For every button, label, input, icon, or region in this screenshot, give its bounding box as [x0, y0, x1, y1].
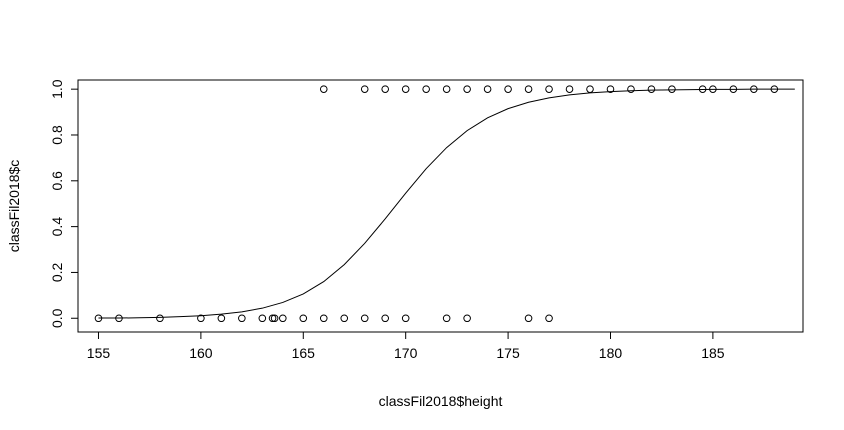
x-tick-label: 185	[701, 345, 725, 361]
data-points-layer	[94, 85, 779, 323]
x-tick-label: 180	[599, 345, 623, 361]
x-tick-label: 165	[292, 345, 316, 361]
data-point	[422, 85, 430, 93]
data-point	[156, 314, 164, 323]
x-tick-label: 170	[394, 345, 418, 361]
data-point	[524, 85, 533, 93]
data-point	[381, 314, 390, 323]
data-point	[238, 314, 246, 323]
x-tick-label: 175	[496, 345, 520, 361]
y-tick-label: 1.0	[49, 79, 65, 99]
data-point	[770, 85, 779, 93]
y-tick-label: 0.2	[49, 262, 65, 282]
data-point	[463, 314, 471, 323]
data-point	[279, 314, 287, 323]
y-tick-label: 0.0	[49, 308, 65, 328]
data-point	[115, 314, 123, 323]
x-axis: 155 160 165 170 175 180 185	[87, 331, 725, 361]
x-tick-label: 160	[189, 345, 213, 361]
data-point	[647, 85, 656, 93]
data-point	[360, 85, 369, 93]
data-point	[565, 85, 574, 93]
data-point	[729, 85, 738, 93]
data-point	[586, 85, 594, 93]
data-point	[545, 314, 553, 323]
data-point	[750, 85, 758, 93]
y-tick-label: 0.4	[49, 217, 65, 237]
data-point	[483, 85, 492, 93]
data-point	[698, 85, 707, 93]
fitted-curve-layer	[98, 88, 795, 319]
data-point	[268, 314, 277, 323]
data-point	[401, 85, 410, 93]
data-point	[299, 314, 308, 323]
data-point	[381, 85, 390, 93]
y-tick-label: 0.8	[49, 125, 65, 145]
data-point	[319, 314, 328, 323]
x-axis-title: classFil2018$height	[379, 393, 503, 409]
data-point	[442, 85, 451, 93]
fitted-curve	[98, 88, 795, 319]
data-point	[401, 314, 410, 323]
data-point	[504, 85, 512, 93]
data-point	[340, 314, 349, 323]
data-point	[270, 314, 279, 323]
data-point	[606, 85, 615, 93]
data-point	[627, 85, 635, 93]
data-point	[668, 85, 676, 93]
data-point	[545, 85, 553, 93]
data-point	[319, 85, 328, 93]
y-tick-label: 0.6	[49, 171, 65, 191]
y-axis: 0.0 0.2 0.4 0.6 0.8 1.0	[49, 79, 79, 328]
data-point	[709, 85, 717, 93]
data-point	[217, 314, 226, 323]
y-axis-title: classFil2018$c	[6, 160, 22, 253]
x-tick-label: 155	[87, 345, 111, 361]
data-point	[197, 314, 205, 323]
plot-box	[77, 79, 804, 333]
data-point	[94, 314, 103, 323]
data-point	[442, 314, 451, 323]
data-point	[258, 314, 267, 323]
data-point	[524, 314, 533, 323]
data-point	[463, 85, 471, 93]
data-point	[360, 314, 369, 323]
